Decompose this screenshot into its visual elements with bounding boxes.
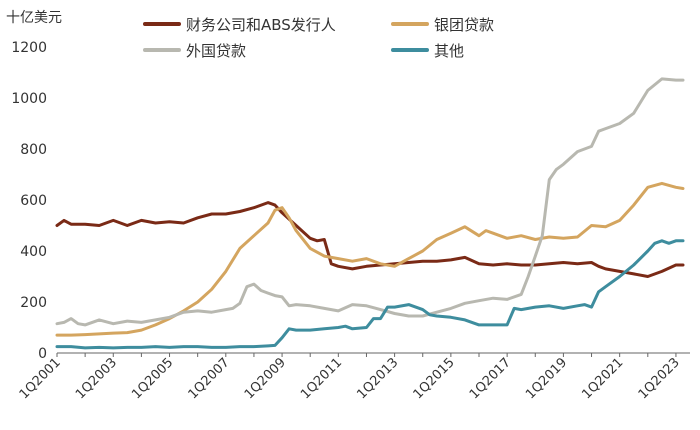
x-tick-label: 1Q2021: [579, 355, 626, 402]
x-tick-label: 1Q2005: [129, 355, 176, 402]
y-tick-label: 1000: [11, 91, 47, 107]
legend-label-1: 银团贷款: [434, 16, 494, 34]
legend-label-3: 其他: [434, 42, 464, 60]
series-line-3: [55, 239, 685, 350]
x-tick-label: 1Q2019: [523, 355, 570, 402]
x-tick-label: 1Q2013: [354, 355, 401, 402]
y-tick-label: 200: [20, 295, 47, 311]
series-line-1: [55, 181, 685, 337]
x-tick-label: 1Q2015: [411, 355, 458, 402]
x-tick-label: 1Q2017: [467, 355, 514, 402]
x-tick-label: 1Q2003: [73, 355, 120, 402]
legend-label-2: 外国贷款: [186, 42, 246, 60]
y-tick-label: 800: [20, 142, 47, 158]
y-tick-label: 1200: [11, 40, 47, 56]
x-tick-label: 1Q2009: [242, 355, 289, 402]
x-tick-label: 1Q2023: [636, 355, 683, 402]
y-axis-label: 十亿美元: [6, 10, 62, 26]
y-tick-label: 600: [20, 193, 47, 209]
y-tick-label: 0: [38, 346, 47, 362]
series-line-2: [55, 77, 685, 327]
y-tick-label: 400: [20, 244, 47, 260]
series-layer: [55, 77, 685, 350]
x-tick-label: 1Q2001: [17, 355, 64, 402]
x-tick-label: 1Q2011: [298, 355, 345, 402]
legend-label-0: 财务公司和ABS发行人: [186, 16, 336, 34]
x-tick-label: 1Q2007: [186, 355, 233, 402]
series-line-0: [55, 201, 685, 278]
